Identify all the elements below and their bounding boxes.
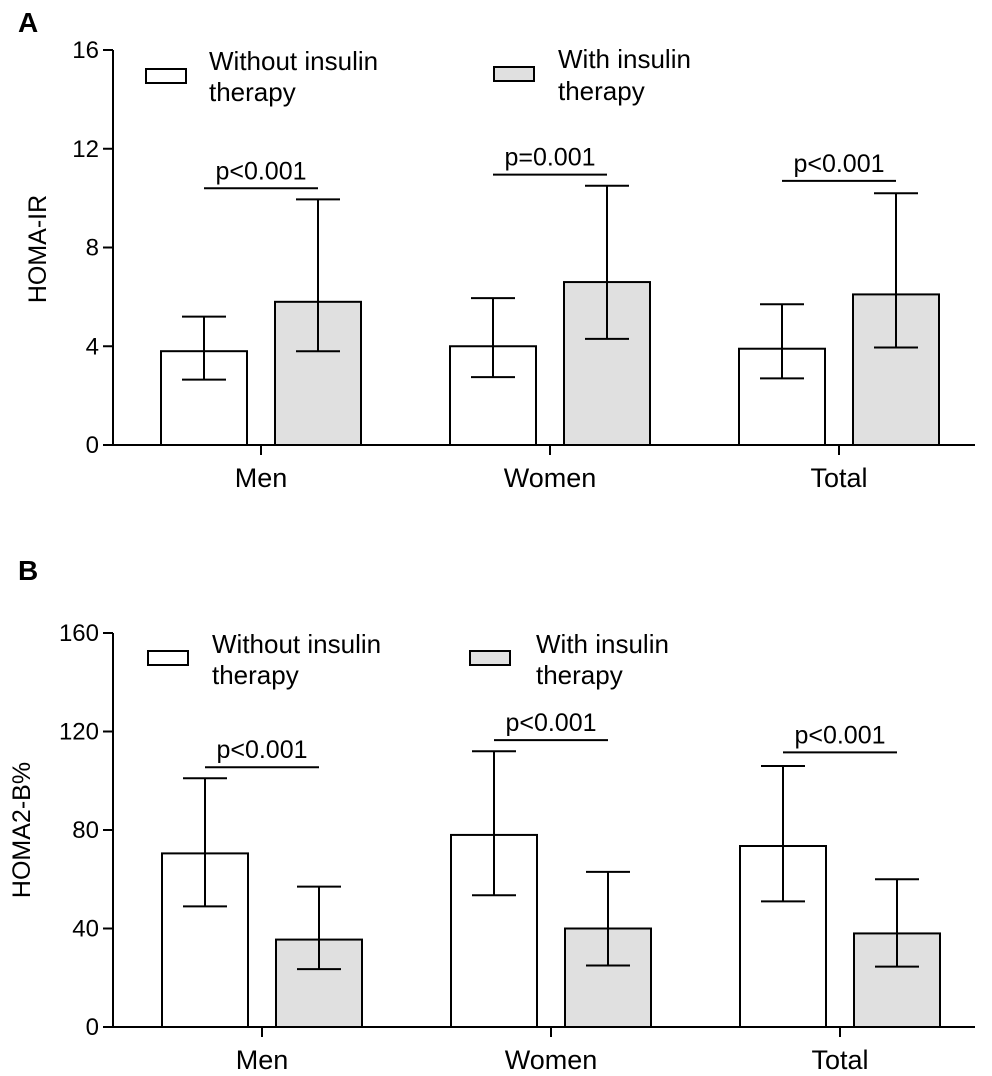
p-value-total: p<0.001	[794, 721, 885, 749]
x-tick-label-total: Total	[810, 463, 867, 493]
panel-a-legend: Without insulin therapy With insulin the…	[145, 44, 691, 107]
legend-swatch-without-insulin	[147, 650, 189, 666]
y-tick-label: 80	[72, 817, 99, 844]
legend-swatch-with-insulin	[469, 650, 511, 666]
y-tick-label: 4	[86, 333, 99, 360]
x-tick-label-women: Women	[505, 1045, 598, 1075]
p-value-men: p<0.001	[215, 157, 306, 185]
legend-label-without-insulin-line2: therapy	[209, 77, 296, 107]
y-tick-label: 120	[59, 719, 99, 746]
y-tick-label: 12	[72, 136, 99, 163]
y-tick-label: 0	[86, 432, 99, 459]
panel-b: B HOMA2-B% Without insulin therapy With …	[8, 555, 975, 1075]
legend-label-without-insulin-line1: Without insulin	[209, 46, 378, 76]
legend-label-without-insulin-line2: therapy	[212, 660, 299, 690]
legend-label-with-insulin-line1: With insulin	[536, 629, 669, 659]
y-tick-label: 16	[72, 37, 99, 64]
y-tick-label: 40	[72, 916, 99, 943]
p-value-total: p<0.001	[793, 150, 884, 178]
x-tick-label-men: Men	[236, 1045, 289, 1075]
panel-b-y-axis-title: HOMA2-B%	[8, 762, 36, 898]
panel-a: A HOMA-IR Without insulin therapy With i…	[18, 7, 975, 493]
legend-label-with-insulin-line2: therapy	[558, 76, 645, 106]
legend-label-without-insulin-line1: Without insulin	[212, 629, 381, 659]
panel-b-label: B	[18, 555, 38, 586]
legend-label-with-insulin-line2: therapy	[536, 660, 623, 690]
p-value-women: p<0.001	[505, 709, 596, 737]
p-value-men: p<0.001	[216, 736, 307, 764]
panel-a-label: A	[18, 7, 38, 38]
y-tick-label: 160	[59, 620, 99, 647]
legend-swatch-with-insulin	[493, 66, 535, 82]
x-tick-label-women: Women	[504, 463, 597, 493]
legend-swatch-without-insulin	[145, 68, 187, 84]
y-tick-label: 8	[86, 235, 99, 262]
legend-label-with-insulin-line1: With insulin	[558, 44, 691, 74]
y-tick-label: 0	[86, 1014, 99, 1041]
panel-a-y-axis-title: HOMA-IR	[24, 195, 52, 303]
panel-b-legend: Without insulin therapy With insulin the…	[147, 629, 669, 690]
x-tick-label-men: Men	[235, 463, 288, 493]
p-value-women: p=0.001	[504, 144, 595, 172]
x-tick-label-total: Total	[811, 1045, 868, 1075]
